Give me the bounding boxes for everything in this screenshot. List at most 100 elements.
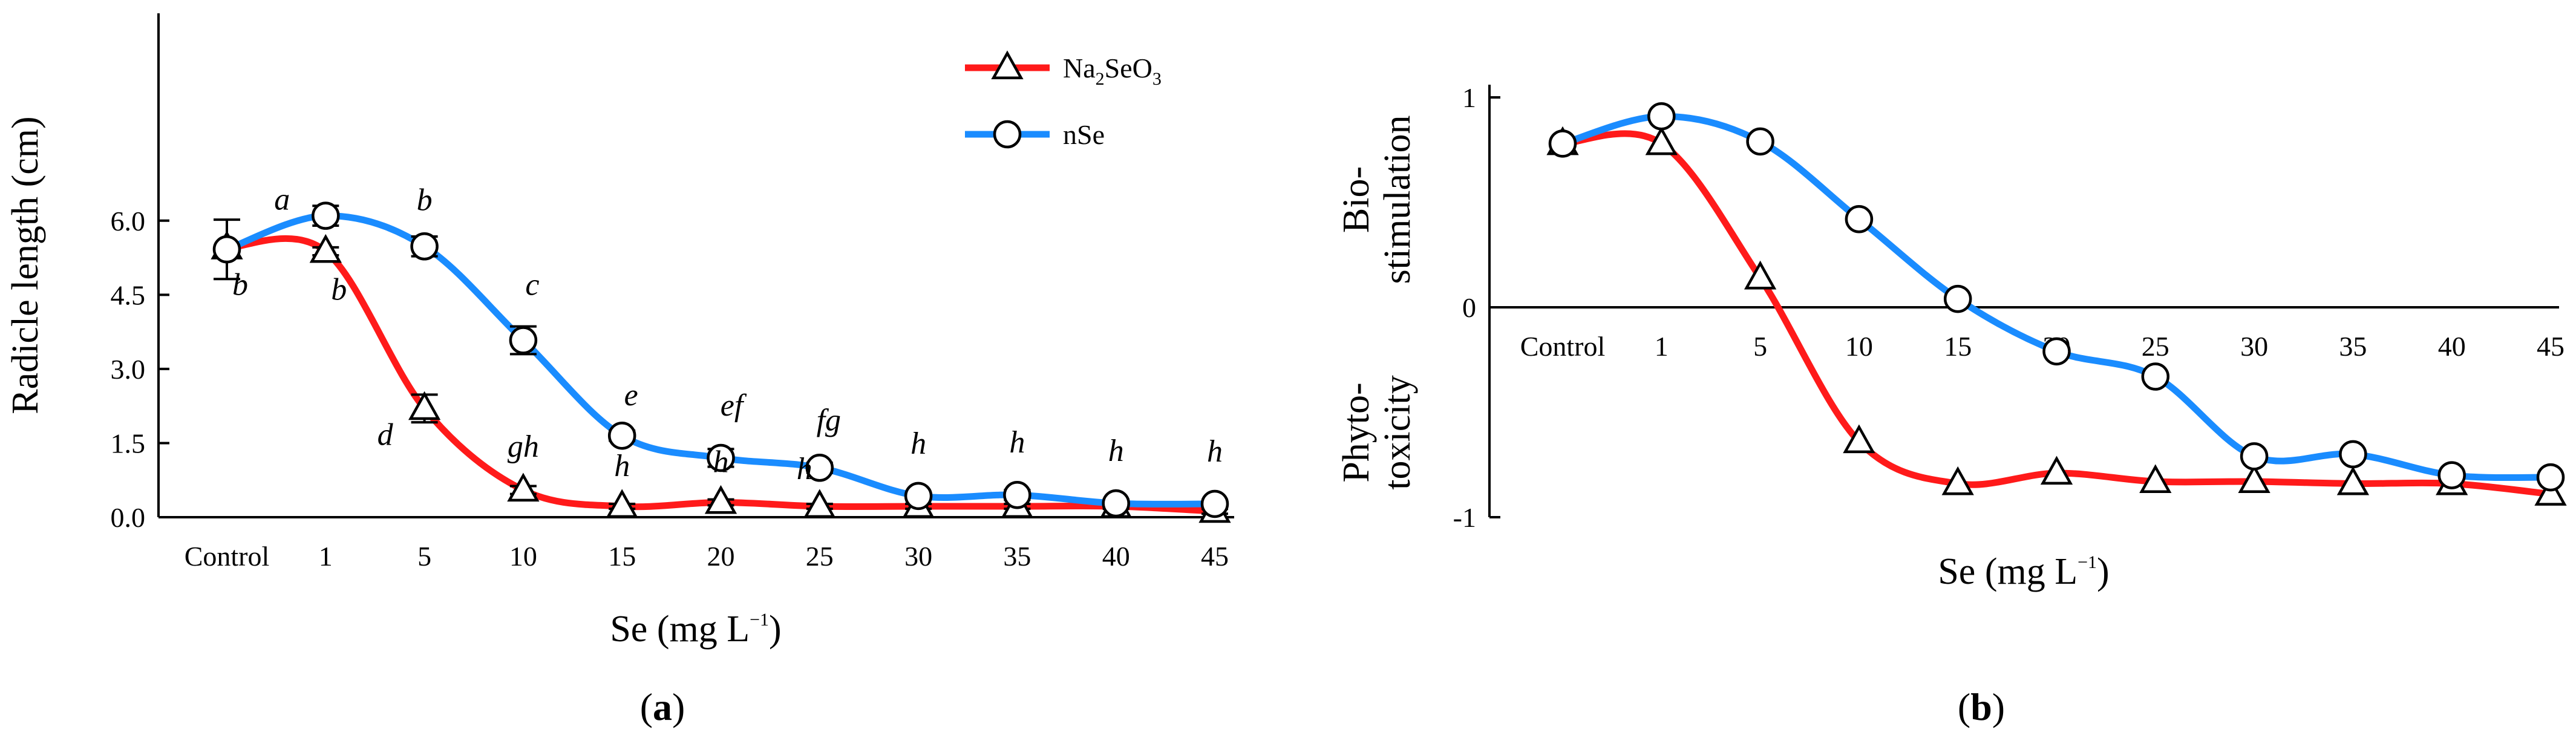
x-axis-label-part: ) <box>2097 551 2110 592</box>
panel-paren: ( <box>640 685 653 728</box>
y-label-biostimulation: Bio-stimulation <box>1336 116 1418 284</box>
y-tick-label: 0 <box>1462 292 1476 323</box>
data-point-nSe <box>2339 440 2367 469</box>
x-tick-label: 20 <box>707 541 735 572</box>
x-tick-label: 25 <box>2142 331 2169 362</box>
data-point-nSe <box>1102 489 1130 518</box>
legend-subscript: 2 <box>1096 69 1105 89</box>
data-point-Na2SeO3 <box>507 472 540 502</box>
significance-letter: h <box>1207 434 1223 469</box>
y-tick-label: 3.0 <box>111 354 146 385</box>
x-tick-label: 35 <box>2339 331 2367 362</box>
data-point-nSe <box>1943 284 1972 313</box>
significance-letter: a <box>274 183 290 217</box>
y-label-line: stimulation <box>1377 116 1418 284</box>
y-tick-label: -1 <box>1453 502 1476 533</box>
data-point-Na2SeO3 <box>1843 424 1875 454</box>
data-point-Na2SeO3 <box>2040 456 2073 485</box>
x-tick-label: 1 <box>319 541 333 572</box>
significance-letter: h <box>797 452 812 486</box>
y-tick-label: 1 <box>1462 82 1476 113</box>
x-tick-label: 10 <box>1845 331 1873 362</box>
x-tick-label: 30 <box>2240 331 2268 362</box>
legend-marker-triangle <box>991 50 1024 80</box>
significance-letter: h <box>1108 434 1124 468</box>
x-tick-label: 10 <box>509 541 537 572</box>
x-axis-label-superscript: −1 <box>2077 552 2097 572</box>
data-point-nSe <box>2141 362 2170 391</box>
x-axis-label: Se (mg L−1) <box>1938 551 2109 592</box>
y-tick-label: 0.0 <box>111 502 146 533</box>
significance-letter: h <box>910 426 926 461</box>
series-line-Na2SeO3 <box>1562 130 2551 498</box>
x-axis-label-part: Se (mg L <box>610 609 750 650</box>
data-point-Na2SeO3 <box>2534 477 2567 506</box>
data-point-nSe <box>2437 461 2466 489</box>
panel-paren: ) <box>672 685 685 728</box>
data-point-Na2SeO3 <box>1941 466 1974 495</box>
x-tick-label: 15 <box>608 541 636 572</box>
x-tick-label: 5 <box>417 541 431 572</box>
legend-label-nse: nSe <box>1063 119 1105 150</box>
data-point-Na2SeO3 <box>803 489 836 518</box>
data-point-nSe <box>1548 129 1577 158</box>
significance-letter: b <box>417 183 433 217</box>
x-tick-label: 30 <box>904 541 932 572</box>
data-point-Na2SeO3 <box>309 233 342 263</box>
x-tick-label: 25 <box>806 541 834 572</box>
series-line-Na2SeO3 <box>226 235 1215 515</box>
x-tick-label: 45 <box>1201 541 1229 572</box>
legend-label-na2seo3: Na2SeO3 <box>1063 53 1162 89</box>
legend-text: Na <box>1063 53 1096 83</box>
significance-letter: ef <box>721 388 747 423</box>
x-tick-label: Control <box>1520 331 1606 362</box>
x-tick-label: 35 <box>1003 541 1031 572</box>
x-axis-label-part: Se (mg L <box>1938 551 2077 592</box>
data-point-Na2SeO3 <box>1744 260 1777 290</box>
x-axis-label-superscript: −1 <box>750 610 769 630</box>
data-point-nSe <box>1200 489 1229 518</box>
x-tick-label: Control <box>185 541 270 572</box>
series-line-nSe <box>1561 113 2551 481</box>
y-tick-label: 4.5 <box>111 279 146 310</box>
data-point-Na2SeO3 <box>704 485 737 514</box>
data-point-Na2SeO3 <box>2139 464 2172 494</box>
y-label-line: toxicity <box>1377 375 1418 489</box>
significance-letter: h <box>713 445 729 479</box>
x-tick-label: 40 <box>2438 331 2466 362</box>
data-point-Na2SeO3 <box>606 489 638 518</box>
x-axis-label: Se (mg L−1) <box>610 609 781 650</box>
y-axis-label: Radicle length (cm) <box>5 116 46 414</box>
significance-letter: c <box>525 268 539 302</box>
data-point-nSe <box>2240 442 2269 471</box>
significance-letter: b <box>331 272 347 307</box>
data-point-nSe <box>410 232 439 261</box>
x-tick-label: 40 <box>1102 541 1130 572</box>
data-point-nSe <box>2536 463 2565 492</box>
x-tick-label: 45 <box>2537 331 2565 362</box>
data-point-nSe <box>1003 480 1031 509</box>
significance-letter: fg <box>817 403 841 437</box>
significance-letter: h <box>614 449 630 483</box>
data-point-nSe <box>1845 205 1874 233</box>
x-axis-label-part: ) <box>769 609 782 650</box>
significance-letter: h <box>1009 425 1025 460</box>
y-tick-label: 6.0 <box>111 206 146 237</box>
data-point-nSe <box>1746 127 1774 156</box>
data-point-nSe <box>1647 102 1676 131</box>
significance-letter: e <box>624 378 638 413</box>
y-label-line: Phyto- <box>1336 382 1377 482</box>
data-point-nSe <box>2042 337 2071 366</box>
x-tick-label: 1 <box>1655 331 1669 362</box>
data-point-nSe <box>509 326 538 354</box>
y-tick-label: 1.5 <box>111 428 146 459</box>
data-point-nSe <box>805 454 834 482</box>
data-point-Na2SeO3 <box>2238 464 2270 494</box>
panel-letter: b <box>1970 685 1992 728</box>
panel-paren: ( <box>1958 685 1970 728</box>
data-point-Na2SeO3 <box>408 391 441 420</box>
data-point-nSe <box>904 482 933 511</box>
significance-letter: d <box>378 417 394 452</box>
